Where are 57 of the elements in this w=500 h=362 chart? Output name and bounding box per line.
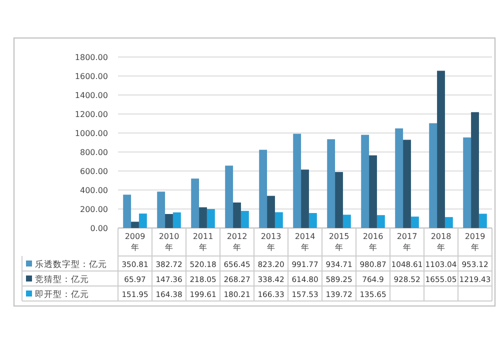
bar bbox=[361, 134, 370, 228]
bar bbox=[444, 217, 453, 228]
bar bbox=[274, 212, 283, 228]
bar bbox=[437, 70, 445, 228]
bar bbox=[293, 134, 302, 228]
bar bbox=[233, 202, 241, 228]
legend-label: 乐透数字型：亿元 bbox=[35, 259, 107, 270]
bar bbox=[259, 150, 268, 228]
y-tick-label: 800.00 bbox=[80, 148, 108, 157]
bar bbox=[191, 178, 200, 228]
y-tick-label: 200.00 bbox=[80, 205, 108, 214]
bar bbox=[172, 212, 181, 228]
bar bbox=[131, 222, 139, 228]
x-tick-label: 2014 年 bbox=[294, 232, 316, 252]
bar bbox=[369, 155, 377, 228]
x-tick-label: 2016 年 bbox=[362, 232, 384, 252]
y-tick-label: 600.00 bbox=[80, 167, 108, 176]
legend-label: 竞猜型：亿元 bbox=[35, 274, 89, 285]
y-tick-label: 1600.00 bbox=[74, 72, 108, 81]
bar bbox=[308, 213, 317, 228]
x-tick-label: 2009 年 bbox=[124, 232, 146, 252]
bar bbox=[267, 196, 275, 228]
bar bbox=[199, 207, 207, 228]
x-tick-label: 2011 年 bbox=[192, 232, 214, 252]
bar bbox=[478, 214, 487, 228]
bar bbox=[301, 170, 309, 228]
y-tick-label: 1400.00 bbox=[74, 91, 108, 100]
y-tick-label: 0.00 bbox=[90, 224, 108, 233]
bar bbox=[327, 139, 336, 228]
bar bbox=[165, 214, 173, 228]
bar bbox=[206, 209, 215, 228]
x-tick-label: 2013 年 bbox=[260, 232, 282, 252]
bar bbox=[429, 123, 438, 228]
bar bbox=[403, 140, 411, 228]
bar bbox=[471, 112, 479, 228]
bar bbox=[395, 128, 404, 228]
y-tick-label: 1000.00 bbox=[74, 129, 108, 138]
y-tick-label: 1200.00 bbox=[74, 110, 108, 119]
bar bbox=[225, 166, 234, 228]
x-tick-label: 2012 年 bbox=[226, 232, 248, 252]
x-tick-label: 2017 年 bbox=[396, 232, 418, 252]
bar bbox=[335, 172, 343, 228]
bar bbox=[157, 192, 166, 228]
bar bbox=[342, 214, 351, 228]
bar bbox=[123, 194, 132, 228]
bar bbox=[410, 216, 419, 228]
legend-label: 即开型：亿元 bbox=[35, 289, 89, 300]
y-tick-label: 400.00 bbox=[80, 186, 108, 195]
x-tick-label: 2010 年 bbox=[158, 232, 180, 252]
x-tick-label: 2019 年 bbox=[464, 232, 486, 252]
bar bbox=[138, 214, 147, 228]
bar bbox=[376, 215, 385, 228]
bar bbox=[463, 137, 472, 228]
x-tick-label: 2015 年 bbox=[328, 232, 350, 252]
x-tick-label: 2018 年 bbox=[430, 232, 452, 252]
bar bbox=[240, 210, 249, 228]
y-tick-label: 1800.00 bbox=[74, 53, 108, 62]
